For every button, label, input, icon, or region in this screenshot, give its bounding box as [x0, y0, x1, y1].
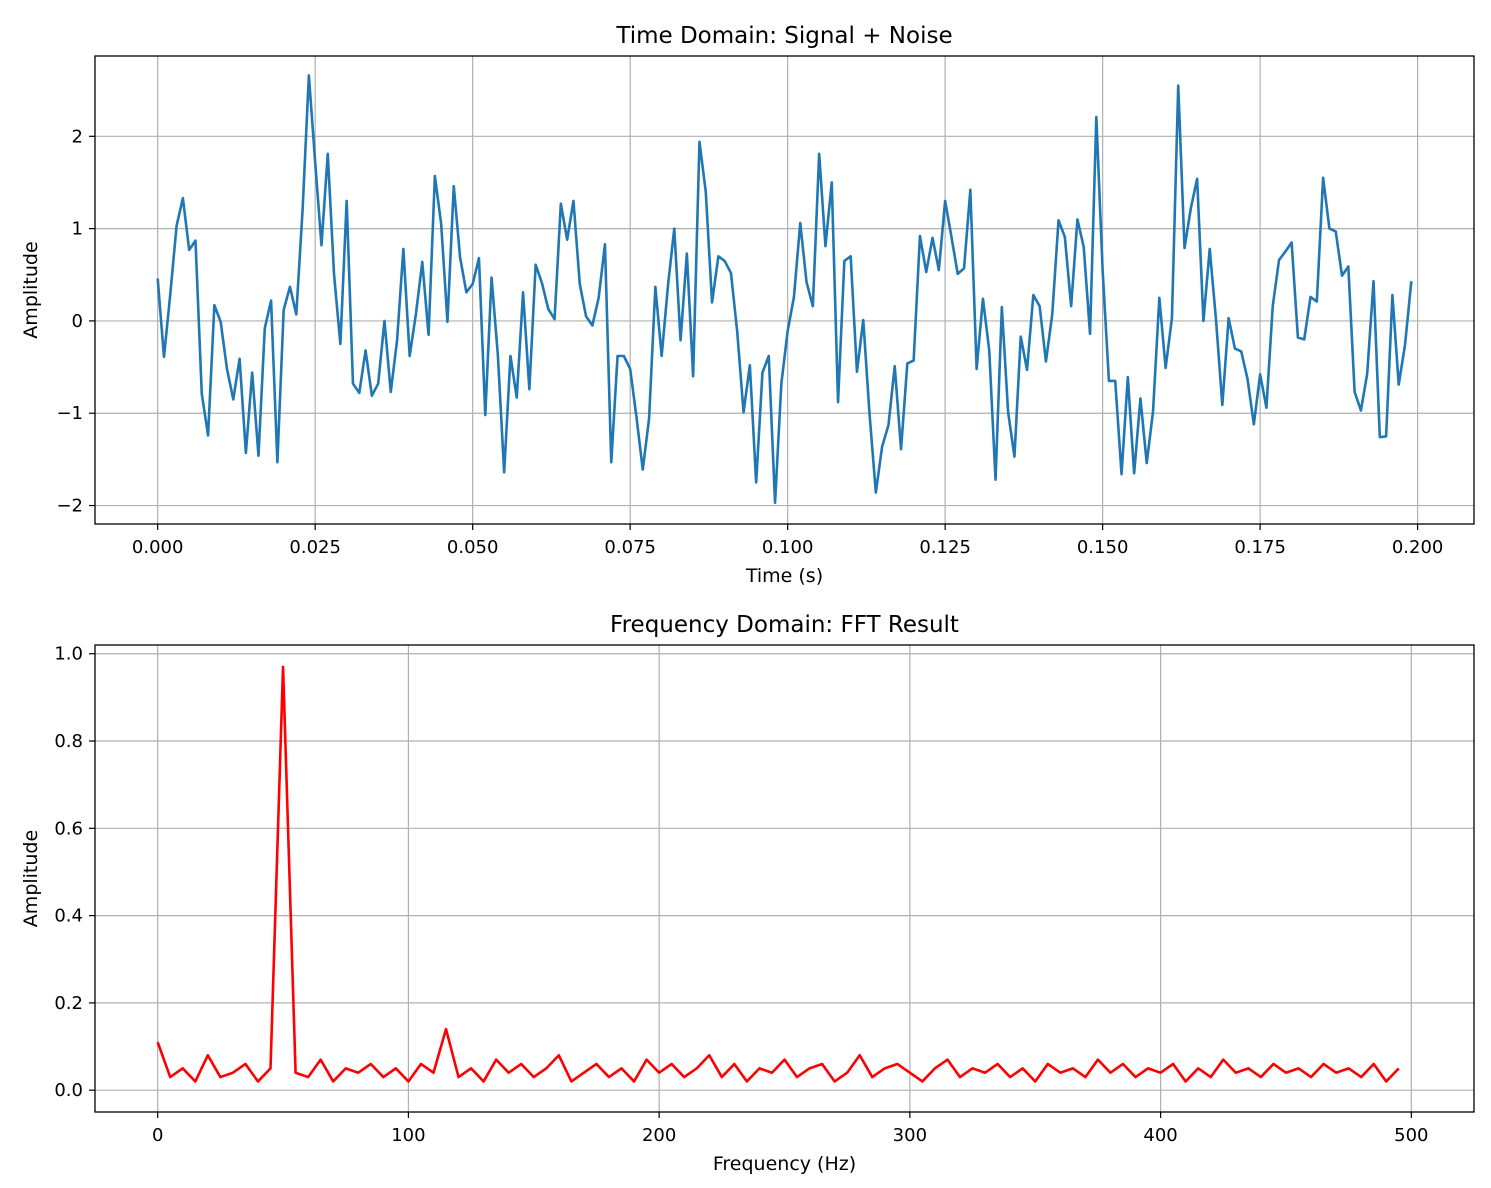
freq-series-line — [156, 665, 1400, 1083]
time-ytick-label: −1 — [56, 403, 83, 424]
time-xtick-label: 0.050 — [447, 537, 499, 558]
freq-xtick-label: 200 — [642, 1125, 676, 1146]
freq-xtick-label: 100 — [391, 1125, 425, 1146]
freq-xtick-label: 400 — [1143, 1125, 1177, 1146]
freq-ytick-label: 0.2 — [54, 993, 83, 1014]
freq-xtick-label: 300 — [893, 1125, 927, 1146]
freq-xtick-label: 500 — [1394, 1125, 1428, 1146]
time-xtick-label: 0.025 — [289, 537, 341, 558]
frequency-domain-ylabel: Amplitude — [20, 830, 42, 927]
time-domain-ylabel: Amplitude — [20, 241, 42, 338]
time-series-line — [156, 74, 1413, 505]
freq-ytick-label: 1.0 — [54, 644, 83, 665]
time-xtick-label: 0.075 — [604, 537, 656, 558]
freq-xtick-label: 0 — [152, 1125, 163, 1146]
freq-ytick-label: 0.0 — [54, 1080, 83, 1101]
time-xtick-label: 0.000 — [132, 537, 184, 558]
freq-ytick-label: 0.6 — [54, 818, 83, 839]
frequency-domain-axes: 0 100 200 300 400 500 0.0 0.2 0.4 0.6 0.8 1.0 Freque… — [20, 612, 1475, 1175]
time-axes-frame — [94, 55, 1475, 525]
time-domain-title: Time Domain: Signal + Noise — [615, 23, 952, 49]
time-xtick-label: 0.175 — [1234, 537, 1286, 558]
time-xtick-label: 0.125 — [919, 537, 971, 558]
freq-ytick-label: 0.8 — [54, 731, 83, 752]
time-domain-axes: 0.000 0.025 0.050 0.075 0.100 0.125 0.150 0.175… — [20, 23, 1475, 587]
frequency-domain-title: Frequency Domain: FFT Result — [610, 612, 959, 638]
freq-ytick-label: 0.4 — [54, 906, 83, 927]
time-ytick-label: 0 — [72, 311, 83, 332]
freq-plot-area — [95, 645, 1474, 1112]
time-ytick-label: 2 — [72, 126, 83, 147]
frequency-domain-xlabel: Frequency (Hz) — [713, 1153, 856, 1175]
time-ytick-label: −2 — [56, 496, 83, 517]
time-ytick-label: 1 — [72, 219, 83, 240]
time-xtick-label: 0.150 — [1077, 537, 1129, 558]
time-domain-xlabel: Time (s) — [745, 565, 823, 587]
freq-axes-frame — [94, 644, 1475, 1113]
time-plot-area — [95, 56, 1474, 524]
time-xtick-label: 0.200 — [1392, 537, 1444, 558]
time-xtick-label: 0.100 — [762, 537, 814, 558]
